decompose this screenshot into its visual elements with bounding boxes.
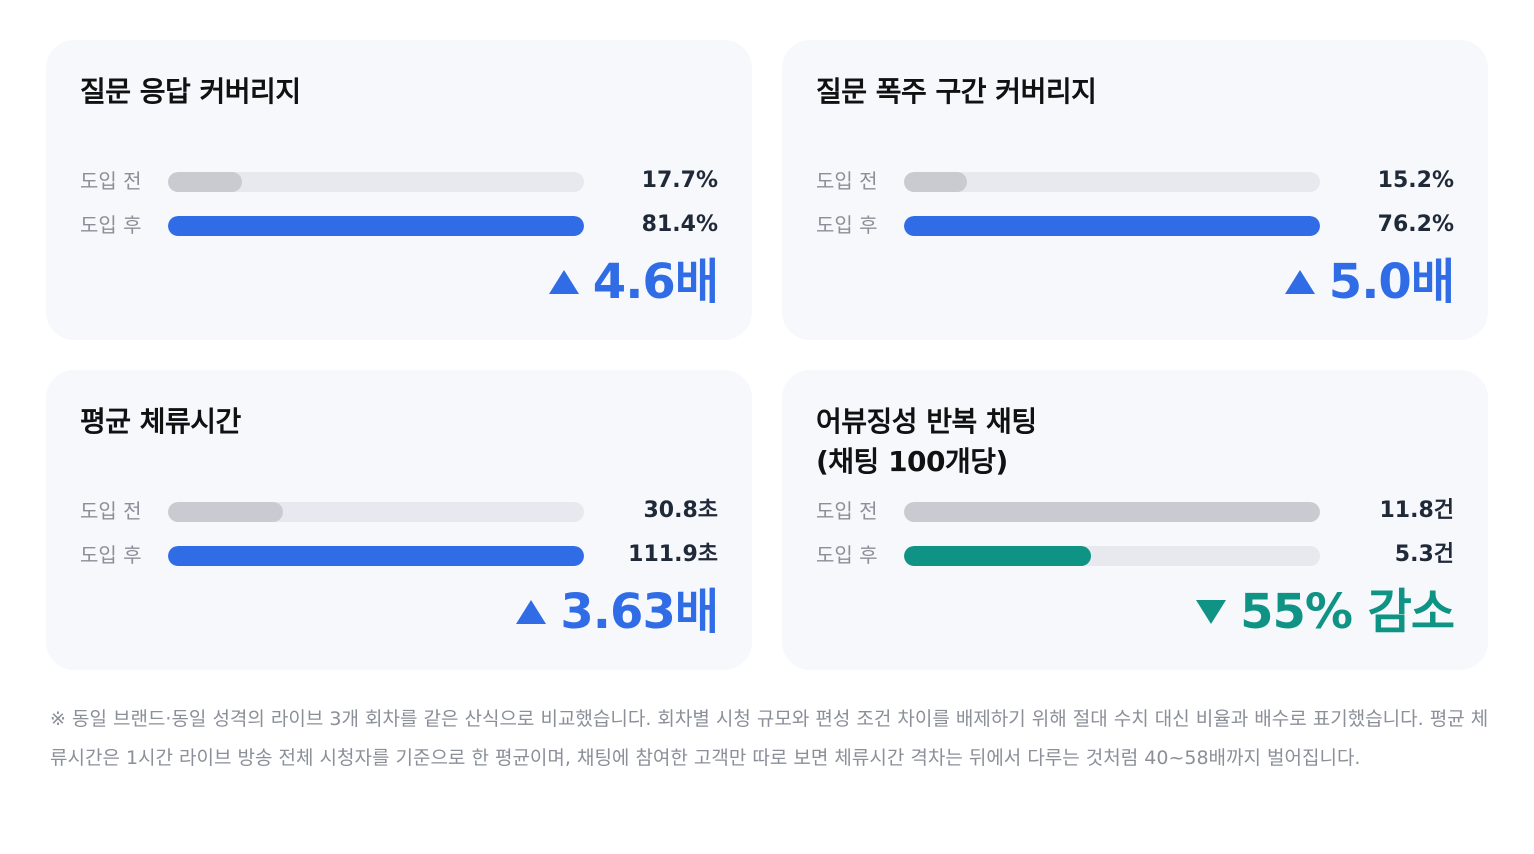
bar-label: 도입 전 — [816, 499, 878, 523]
bar-value-label: 11.8건 — [1379, 498, 1454, 523]
bar-label: 도입 전 — [816, 169, 878, 193]
bar-value-label: 76.2% — [1377, 212, 1454, 237]
bar — [168, 172, 242, 192]
bar-track — [904, 172, 1320, 192]
bar-label: 도입 후 — [80, 543, 142, 567]
bar-row-before: 도입 전 30.8초 — [80, 496, 718, 526]
bar-track — [168, 546, 584, 566]
result-text: 3.63배 — [560, 584, 719, 640]
bar — [168, 502, 283, 522]
bar-value-label: 30.8초 — [643, 498, 718, 523]
bar-row-before: 도입 전 11.8건 — [816, 496, 1454, 526]
bar-row-before: 도입 전 15.2% — [816, 166, 1454, 196]
bar — [904, 216, 1320, 236]
bar-track — [168, 216, 584, 236]
result-summary: 3.63배 — [516, 582, 719, 642]
bar-track — [904, 546, 1320, 566]
bar — [168, 546, 584, 566]
bar — [904, 502, 1320, 522]
bar-track — [904, 502, 1320, 522]
bar-row-after: 도입 후 5.3건 — [816, 540, 1454, 570]
bar-value-label: 81.4% — [641, 212, 718, 237]
bar-value-label: 15.2% — [1377, 168, 1454, 193]
bar — [168, 216, 584, 236]
card-title: 질문 응답 커버리지 — [80, 75, 301, 108]
bar-label: 도입 전 — [80, 499, 142, 523]
triangle-up-icon — [1284, 270, 1315, 294]
bar-label: 도입 후 — [816, 213, 878, 237]
bar-label: 도입 후 — [816, 543, 878, 567]
bar-value-label: 5.3건 — [1394, 542, 1454, 567]
coverage-card: 질문 응답 커버리지 도입 전 17.7% 도입 후 81.4% 4.6배 — [46, 40, 752, 340]
bar-track — [168, 172, 584, 192]
bar-row-before: 도입 전 17.7% — [80, 166, 718, 196]
bar-row-after: 도입 후 76.2% — [816, 210, 1454, 240]
dwell-time-card: 평균 체류시간 도입 전 30.8초 도입 후 111.9초 3.63배 — [46, 370, 752, 670]
bar-value-label: 17.7% — [641, 168, 718, 193]
bar-value-label: 111.9초 — [628, 542, 718, 567]
footnote: ※ 동일 브랜드·동일 성격의 라이브 3개 회차를 같은 산식으로 비교했습니… — [50, 708, 1489, 769]
triangle-down-icon — [1196, 600, 1227, 624]
result-text: 5.0배 — [1328, 254, 1455, 310]
result-text: 55% 감소 — [1240, 584, 1455, 640]
bar-label: 도입 후 — [80, 213, 142, 237]
bar-row-after: 도입 후 111.9초 — [80, 540, 718, 570]
bar-row-after: 도입 후 81.4% — [80, 210, 718, 240]
abusive-chat-card: 어뷰징성 반복 채팅 (채팅 100개당) 도입 전 11.8건 도입 후 5.… — [782, 370, 1488, 670]
bar-label: 도입 전 — [80, 169, 142, 193]
bar — [904, 546, 1091, 566]
bar-track — [904, 216, 1320, 236]
bar-track — [168, 502, 584, 522]
result-summary: 5.0배 — [1284, 252, 1455, 312]
bar — [904, 172, 968, 192]
result-summary: 55% 감소 — [1196, 582, 1455, 642]
result-text: 4.6배 — [592, 254, 719, 310]
triangle-up-icon — [516, 600, 547, 624]
card-title: 질문 폭주 구간 커버리지 — [816, 75, 1097, 108]
result-summary: 4.6배 — [548, 252, 719, 312]
peak-coverage-card: 질문 폭주 구간 커버리지 도입 전 15.2% 도입 후 76.2% 5.0배 — [782, 40, 1488, 340]
card-title: 평균 체류시간 — [80, 405, 241, 438]
card-title: 어뷰징성 반복 채팅 (채팅 100개당) — [816, 405, 1037, 478]
triangle-up-icon — [548, 270, 579, 294]
